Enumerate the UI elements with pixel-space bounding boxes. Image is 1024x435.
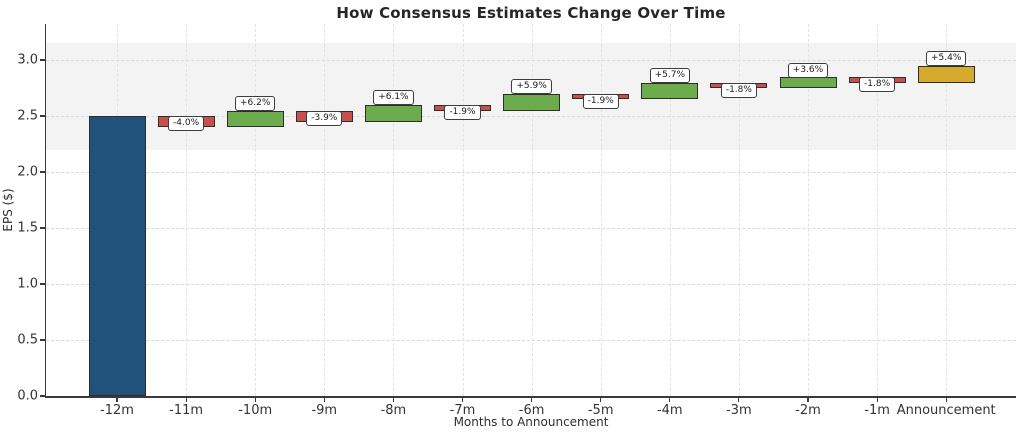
y-tick-label: 2.5 bbox=[17, 108, 38, 124]
x-axis-spine bbox=[44, 396, 1016, 398]
bar-change-label: -1.9% bbox=[444, 104, 481, 120]
x-tick-label: -10m bbox=[238, 403, 273, 418]
h-gridline bbox=[46, 228, 1016, 229]
x-tick-label: -1m bbox=[864, 403, 890, 418]
y-tick-label: 1.5 bbox=[17, 220, 38, 236]
bar-change-label-wrap: -1.8% bbox=[699, 77, 779, 98]
v-gridline bbox=[255, 24, 257, 396]
y-tick-mark bbox=[40, 59, 45, 61]
x-tick-mark bbox=[738, 397, 740, 402]
v-gridline bbox=[462, 24, 464, 396]
bar--10m bbox=[226, 110, 284, 128]
y-tick-label: 1.0 bbox=[17, 276, 38, 292]
y-tick-label: 3.0 bbox=[17, 52, 38, 68]
bar-change-label-wrap: +6.2% bbox=[215, 90, 295, 111]
x-tick-label: -9m bbox=[311, 403, 338, 418]
v-gridline bbox=[186, 24, 188, 396]
x-tick-mark bbox=[323, 397, 325, 402]
y-tick-mark bbox=[40, 339, 45, 341]
x-tick-label: -2m bbox=[795, 403, 821, 418]
y-tick-mark bbox=[40, 395, 45, 397]
bar-change-label-wrap: +3.6% bbox=[768, 57, 848, 78]
v-gridline bbox=[531, 24, 533, 396]
y-tick-mark bbox=[40, 115, 45, 117]
bar-change-label: -3.9% bbox=[306, 110, 343, 126]
bar-change-label-wrap: +5.4% bbox=[906, 45, 986, 67]
y-tick-label: 2.0 bbox=[17, 164, 38, 180]
bar-change-label-wrap: +5.9% bbox=[492, 73, 572, 95]
y-tick-label: 0.5 bbox=[17, 332, 38, 348]
bar-change-label: +5.4% bbox=[925, 51, 967, 67]
bar-Announcement bbox=[917, 65, 975, 83]
x-tick-label: -4m bbox=[656, 403, 683, 418]
h-gridline bbox=[46, 60, 1016, 61]
bar-change-label-wrap: -4.0% bbox=[146, 110, 226, 131]
h-gridline bbox=[46, 340, 1016, 341]
h-gridline bbox=[46, 172, 1016, 173]
x-tick-label: -8m bbox=[380, 403, 407, 418]
bar--12m bbox=[88, 116, 146, 396]
bar-change-label-wrap: +5.7% bbox=[630, 62, 710, 83]
x-tick-mark bbox=[669, 397, 671, 402]
chart-title: How Consensus Estimates Change Over Time bbox=[336, 4, 726, 22]
v-gridline bbox=[600, 24, 602, 396]
x-tick-mark bbox=[185, 397, 187, 402]
h-gridline bbox=[46, 284, 1016, 285]
v-gridline bbox=[324, 24, 326, 396]
x-axis-label: Months to Announcement bbox=[453, 415, 609, 429]
v-gridline bbox=[738, 24, 740, 396]
bar-change-label: -1.8% bbox=[720, 82, 757, 98]
bar-change-label: +5.9% bbox=[511, 79, 552, 95]
bar-change-label: +6.2% bbox=[234, 96, 276, 111]
x-tick-label: Announcement bbox=[896, 403, 996, 418]
bar-change-label-wrap: +6.1% bbox=[353, 84, 433, 106]
v-gridline bbox=[946, 24, 948, 396]
bar--2m bbox=[779, 77, 837, 89]
x-tick-label: -5m bbox=[587, 403, 614, 418]
v-gridline bbox=[808, 24, 809, 396]
bar-change-label: +6.1% bbox=[373, 90, 414, 106]
y-tick-mark bbox=[40, 283, 45, 285]
x-tick-mark bbox=[116, 397, 118, 402]
bar-change-label: -4.0% bbox=[168, 116, 205, 131]
bar-change-label: -1.8% bbox=[859, 77, 896, 93]
bar--4m bbox=[641, 82, 699, 100]
y-axis-spine bbox=[44, 24, 46, 398]
x-tick-mark bbox=[531, 397, 533, 402]
bar--6m bbox=[503, 93, 561, 111]
x-tick-mark bbox=[945, 397, 947, 402]
v-gridline bbox=[669, 24, 671, 396]
x-tick-label: -12m bbox=[100, 403, 134, 418]
x-tick-mark bbox=[461, 397, 464, 402]
v-gridline bbox=[393, 24, 395, 396]
v-gridline bbox=[877, 24, 879, 396]
bar-change-label-wrap: -1.9% bbox=[561, 88, 641, 109]
x-tick-mark bbox=[807, 397, 809, 402]
x-tick-label: -7m bbox=[449, 403, 476, 418]
bar-change-label-wrap: -1.8% bbox=[837, 71, 917, 93]
y-tick-label: 0.0 bbox=[17, 388, 38, 404]
x-tick-label: -3m bbox=[726, 403, 752, 418]
x-tick-label: -11m bbox=[169, 403, 204, 418]
bar-change-label: -1.9% bbox=[582, 93, 619, 109]
x-tick-mark bbox=[876, 397, 878, 402]
bar-change-label: +3.6% bbox=[787, 62, 829, 78]
y-tick-mark bbox=[40, 227, 45, 229]
bar--8m bbox=[364, 104, 422, 122]
x-tick-mark bbox=[392, 397, 394, 402]
bar-change-label: +5.7% bbox=[649, 68, 690, 83]
bar-change-label-wrap: -1.9% bbox=[423, 99, 503, 120]
x-tick-mark bbox=[254, 397, 256, 402]
x-tick-label: -6m bbox=[518, 403, 545, 418]
x-tick-mark bbox=[600, 397, 602, 402]
y-tick-mark bbox=[40, 171, 45, 173]
bar-change-label-wrap: -3.9% bbox=[284, 105, 364, 126]
h-gridline bbox=[46, 116, 1016, 117]
